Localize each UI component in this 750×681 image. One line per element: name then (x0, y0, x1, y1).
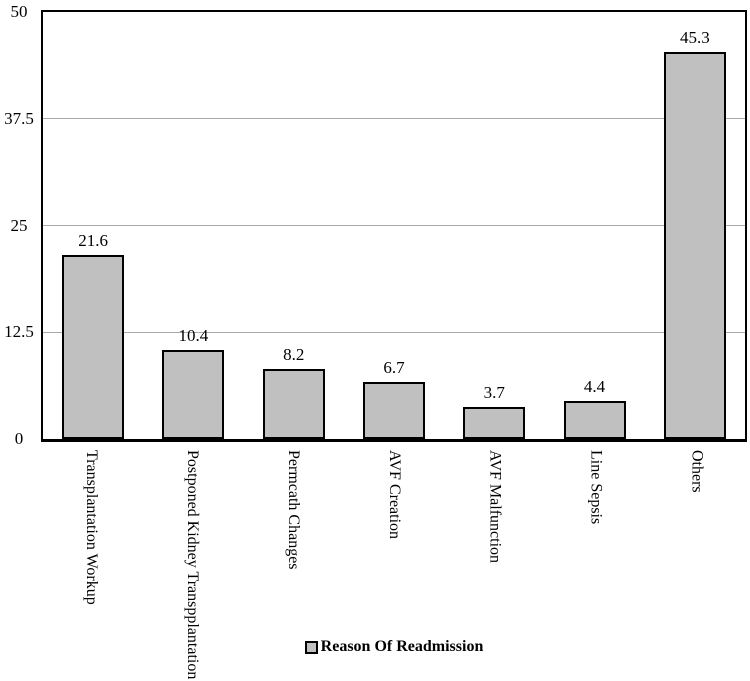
bar-slot: 21.6 (43, 12, 143, 439)
bar-avf-malfunction (463, 407, 526, 439)
x-label-slot: Others (646, 450, 747, 679)
x-axis-category-labels: Transplantation Workup Postponed Kidney T… (41, 450, 747, 679)
x-category-label: Postponed Kidney Transpplantation (184, 450, 202, 680)
legend: Reason Of Readmission (41, 638, 747, 656)
y-tick-label-0: 0 (14, 429, 24, 448)
gridline-25 (43, 225, 745, 226)
bar-slot: 4.4 (544, 12, 644, 439)
gridline-37.5 (43, 118, 745, 120)
bar-slot: 3.7 (444, 12, 544, 439)
y-tick-label-37.5: 37.5 (4, 108, 34, 128)
bar-transplantation-workup (62, 254, 125, 439)
y-tick-label-50: 50 (10, 2, 28, 21)
bar-avf-creation (362, 381, 425, 439)
plot-area: 21.6 10.4 8.2 6.7 3.7 4.4 45.3 (41, 10, 747, 442)
x-label-slot: Permcath Changes (243, 450, 344, 679)
x-category-label: AVF Malfunction (486, 450, 504, 564)
x-label-slot: AVF Creation (344, 450, 445, 679)
x-category-label: AVF Creation (385, 450, 403, 540)
bar-value-label: 8.2 (283, 344, 305, 364)
bar-value-label: 45.3 (679, 28, 710, 48)
x-label-slot: Postponed Kidney Transpplantation (142, 450, 243, 679)
bar-postponed-kidney-transpplantation (162, 350, 225, 439)
y-tick-label-25: 25 (10, 215, 28, 235)
bar-slot: 10.4 (143, 12, 243, 439)
bar-value-label: 4.4 (583, 377, 606, 397)
y-tick-label-12.5: 12.5 (4, 322, 34, 342)
legend-square-swatch-icon (304, 640, 318, 654)
gridline-12.5 (43, 331, 745, 333)
bar-permcath-changes (262, 368, 325, 439)
x-label-slot: Line Sepsis (545, 450, 646, 679)
x-label-slot: AVF Malfunction (444, 450, 545, 679)
x-category-label: Line Sepsis (587, 450, 605, 525)
bars-row: 21.6 10.4 8.2 6.7 3.7 4.4 45.3 (43, 12, 745, 439)
bar-value-label: 6.7 (383, 357, 405, 377)
bar-others (663, 52, 726, 439)
bar-line-sepsis (563, 401, 626, 439)
legend-label: Reason Of Readmission (320, 638, 484, 655)
x-category-label: Others (688, 450, 706, 493)
bar-value-label: 3.7 (483, 383, 505, 403)
bar-slot: 8.2 (244, 12, 344, 439)
plot-inner: 21.6 10.4 8.2 6.7 3.7 4.4 45.3 (43, 12, 745, 439)
bar-slot: 6.7 (344, 12, 444, 439)
bar-value-label: 21.6 (78, 230, 109, 250)
bar-slot: 45.3 (645, 12, 745, 439)
x-category-label: Transplantation Workup (83, 450, 101, 605)
bar-value-label: 10.4 (178, 326, 209, 346)
x-category-label: Permcath Changes (284, 450, 302, 570)
x-label-slot: Transplantation Workup (41, 450, 142, 679)
